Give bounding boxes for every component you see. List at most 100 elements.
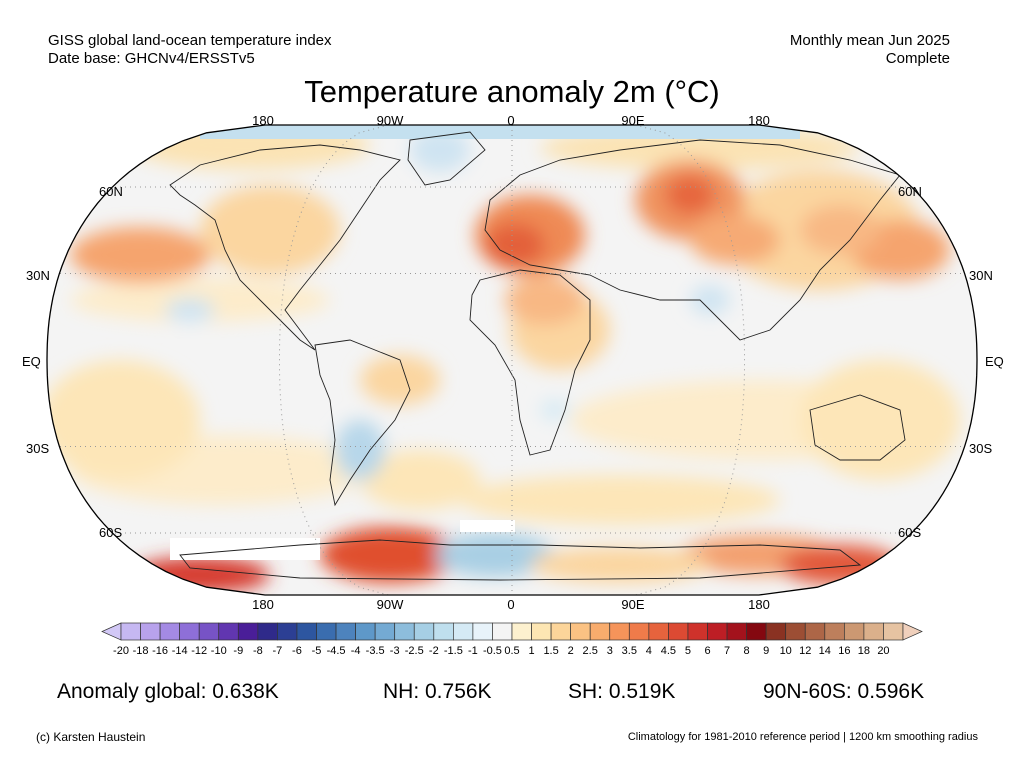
color-legend-tick-label: 1.5 (543, 645, 558, 657)
color-legend-tick-label: 4 (646, 645, 652, 657)
color-legend-box (453, 622, 474, 641)
color-legend-box (355, 622, 376, 641)
color-legend-tick-label: 9 (763, 645, 769, 657)
color-legend-box (687, 622, 708, 641)
lat-label-left-60n: 60N (99, 184, 123, 199)
color-legend-max-arrow (902, 622, 923, 641)
dataset-title: GISS global land-ocean temperature index (48, 32, 332, 49)
stat-global-anomaly: Anomaly global: 0.638K (57, 680, 279, 703)
color-legend-box (218, 622, 239, 641)
graticule-meridian (635, 125, 745, 595)
color-legend-tick-label: 6 (704, 645, 710, 657)
color-legend-box (785, 622, 806, 641)
color-legend-box (804, 622, 826, 641)
color-legend-tick-label: -1 (468, 645, 478, 657)
lon-label-top-180e: 180 (748, 113, 770, 128)
lon-label-bottom-0: 0 (507, 597, 515, 612)
stat-sh-anomaly: SH: 0.519K (568, 680, 676, 703)
color-legend-box (159, 622, 181, 641)
color-legend-tick-label: 10 (780, 645, 792, 657)
color-legend-tick-label: 2.5 (583, 645, 598, 657)
color-legend-box (726, 622, 747, 641)
south-america-outline (314, 339, 411, 507)
color-legend-tick-label: 2 (568, 645, 574, 657)
copyright-text: (c) Karsten Haustein (36, 730, 146, 744)
color-legend-tick-label: -4.5 (327, 645, 346, 657)
color-legend-tick-label: 16 (838, 645, 850, 657)
color-legend-box (883, 622, 904, 641)
lon-label-top-90w: 90W (376, 113, 404, 128)
color-legend-box (511, 622, 532, 641)
color-legend-box (628, 622, 650, 641)
lat-label-right-30n: 30N (969, 268, 993, 283)
lat-label-right-60s: 60S (898, 525, 922, 540)
lon-label-bottom-90w: 90W (376, 597, 404, 612)
color-legend-box (550, 622, 571, 641)
color-legend-tick-label: 18 (858, 645, 870, 657)
lat-label-left-30s: 30S (26, 441, 50, 456)
globe-outline (46, 124, 978, 596)
color-legend-box (237, 622, 259, 641)
arctic-band (200, 125, 800, 139)
missing-data-patch (170, 538, 320, 560)
color-legend-box (374, 622, 396, 641)
color-legend-tick-label: -20 (113, 645, 129, 657)
color-legend-box (140, 622, 161, 641)
color-legend-box (394, 622, 415, 641)
color-legend-tick-label: -0.5 (483, 645, 502, 657)
color-legend-box (863, 622, 884, 641)
color-legend-tick-label: 3 (607, 645, 613, 657)
color-legend-tick-label: -4 (351, 645, 361, 657)
lon-label-bottom-180w: 180 (252, 597, 274, 612)
color-legend-box (120, 622, 141, 641)
color-legend-box (668, 622, 689, 641)
lon-label-bottom-180e: 180 (748, 597, 770, 612)
color-legend-box (257, 622, 278, 641)
completeness-label: Complete (885, 50, 950, 67)
color-legend-tick-label: 14 (819, 645, 831, 657)
lat-label-left-eq: EQ (22, 354, 41, 369)
color-legend-box (765, 622, 787, 641)
color-legend-box (843, 622, 865, 641)
color-legend-tick-label: -12 (191, 645, 207, 657)
color-legend-tick-label: 3.5 (622, 645, 637, 657)
color-legend-tick-label: -10 (211, 645, 227, 657)
color-legend-tick-label: -18 (133, 645, 149, 657)
lat-label-left-30n: 30N (26, 268, 50, 283)
period-label: Monthly mean Jun 2025 (789, 32, 950, 49)
color-legend: -20 -18 -16 -14 -12 -10 -9 -8 -7 -6 -5 -4.5 -4 -3.5 -3… (101, 622, 923, 657)
color-legend-box (609, 622, 630, 641)
stat-band-anomaly: 90N-60S: 0.596K (763, 680, 925, 703)
color-legend-box (198, 622, 220, 641)
color-legend-tick-label: -2 (429, 645, 439, 657)
color-legend-tick-label: -7 (273, 645, 283, 657)
color-legend-box (570, 622, 591, 641)
color-legend-tick-label: 8 (744, 645, 750, 657)
color-legend-box (746, 622, 767, 641)
color-legend-tick-label: 5 (685, 645, 691, 657)
lat-label-right-eq: EQ (985, 354, 1004, 369)
lon-label-bottom-90e: 90E (621, 597, 645, 612)
color-legend-box (824, 622, 845, 641)
color-legend-tick-label: -3 (390, 645, 400, 657)
color-legend-box (531, 622, 552, 641)
color-legend-tick-label: 1 (528, 645, 534, 657)
color-legend-box (296, 622, 317, 641)
color-legend-tick-label: -3.5 (366, 645, 385, 657)
color-legend-box (472, 622, 493, 641)
color-legend-box (589, 622, 611, 641)
lon-label-top-180w: 180 (252, 113, 274, 128)
color-legend-tick-label: -5 (312, 645, 322, 657)
color-legend-tick-label: 7 (724, 645, 730, 657)
australia-outline (809, 394, 906, 461)
color-legend-box (335, 622, 356, 641)
color-legend-boxes (101, 622, 923, 641)
lon-label-top-0: 0 (507, 113, 515, 128)
map-field (47, 125, 977, 595)
color-legend-box (179, 622, 200, 641)
climatology-note: Climatology for 1981-2010 reference peri… (627, 731, 978, 743)
lat-label-right-60n: 60N (898, 184, 922, 199)
africa-outline (469, 269, 591, 456)
graticule (47, 125, 977, 595)
color-legend-tick-label: -2.5 (405, 645, 424, 657)
